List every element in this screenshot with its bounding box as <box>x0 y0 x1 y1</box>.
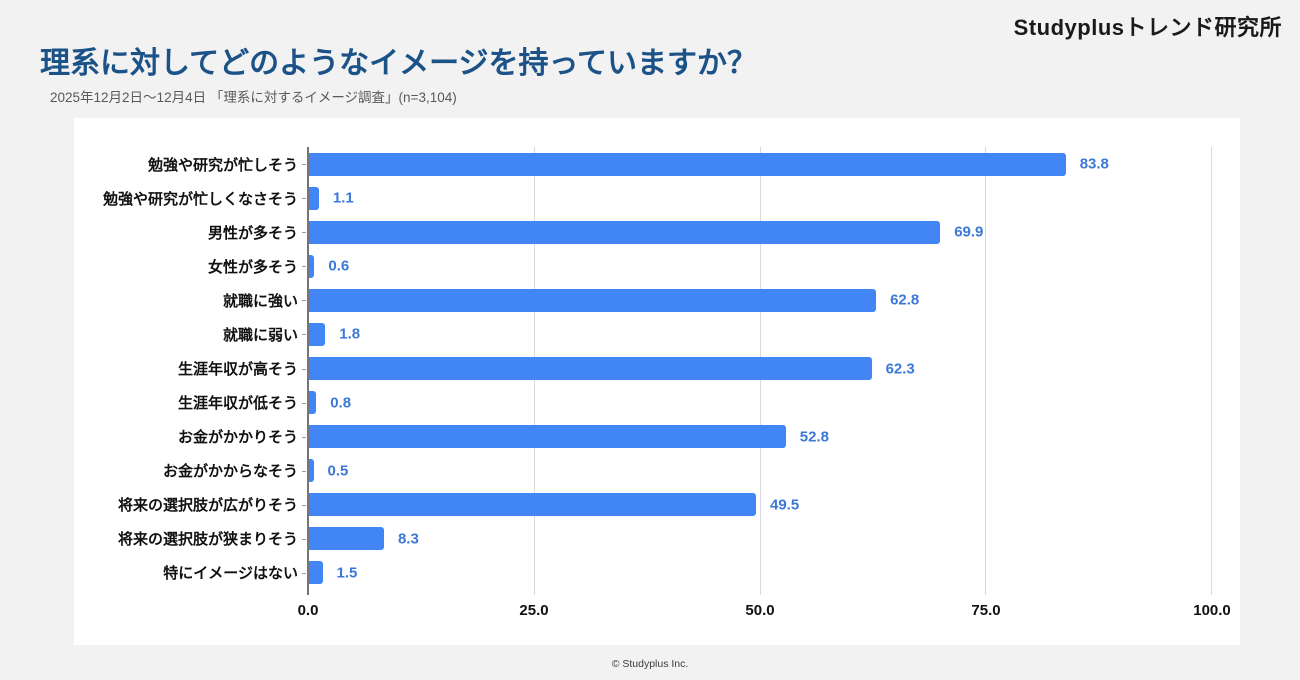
value-label: 0.5 <box>327 462 349 480</box>
chart-row: 男性が多そう 69.9 <box>74 215 1240 249</box>
x-axis-label: 100.0 <box>1193 602 1231 619</box>
value-label: 69.9 <box>954 223 984 241</box>
category-label: 男性が多そう <box>207 224 298 242</box>
page-title: 理系に対してどのようなイメージを持っていますか？ <box>40 47 757 80</box>
category-label: 女性が多そう <box>207 258 298 276</box>
y-tick <box>302 538 306 540</box>
y-tick <box>302 164 306 166</box>
bar <box>309 425 786 449</box>
value-label: 62.3 <box>885 360 915 377</box>
y-tick <box>302 504 306 506</box>
chart-row: 特にイメージはない 1.5 <box>74 556 1240 590</box>
value-label: 1.1 <box>332 189 354 207</box>
chart-row: 生涯年収が高そう 62.3 <box>74 351 1240 385</box>
bar-track: 8.3 <box>309 527 1212 551</box>
chart-row: 将来の選択肢が広がりそう 49.5 <box>74 488 1240 522</box>
gridline <box>985 147 987 595</box>
bar-rows: 勉強や研究が忙しそう 83.8 勉強や研究が忙しくなさそう 1.1 男性が多そう 69.9… <box>74 147 1240 590</box>
value-label: 1.5 <box>336 564 358 582</box>
value-label: 0.8 <box>330 394 352 412</box>
bar <box>309 220 941 244</box>
category-label: 就職に強い <box>222 292 298 310</box>
bar-track: 1.8 <box>309 322 1212 346</box>
value-label: 62.8 <box>890 291 920 309</box>
bar-track: 0.5 <box>309 459 1212 483</box>
chart-row: 将来の選択肢が狭まりそう 8.3 <box>74 522 1240 556</box>
category-label: 特にイメージはない <box>163 565 298 583</box>
category-label: 将来の選択肢が広がりそう <box>117 497 298 515</box>
bar-track: 1.5 <box>309 561 1212 585</box>
category-label: 生涯年収が高そう <box>177 361 298 378</box>
x-axis-label: 50.0 <box>745 602 775 619</box>
bar-track: 69.9 <box>309 220 1212 244</box>
bar-track: 62.3 <box>309 357 1212 380</box>
y-tick <box>302 334 306 336</box>
bar-track: 52.8 <box>309 425 1212 449</box>
value-label: 49.5 <box>769 496 800 514</box>
bar-track: 83.8 <box>309 152 1212 176</box>
bar-track: 0.6 <box>309 254 1212 278</box>
category-label: 就職に弱い <box>222 326 298 344</box>
category-label: 勉強や研究が忙しくなさそう <box>102 190 298 208</box>
y-tick <box>302 402 306 404</box>
bar <box>309 561 323 585</box>
gridline <box>1211 147 1212 595</box>
chart-card: 勉強や研究が忙しそう 83.8 勉強や研究が忙しくなさそう 1.1 男性が多そう 69.9… <box>74 118 1240 645</box>
value-label: 0.6 <box>328 257 350 275</box>
bar <box>309 322 326 346</box>
category-label: 将来の選択肢が狭まりそう <box>117 531 298 549</box>
category-label: 生涯年収が低そう <box>177 395 298 413</box>
bar <box>309 152 1066 176</box>
value-label: 8.3 <box>397 530 419 548</box>
survey-subtitle: 2025年12月2日～12月4日 「理系に対するイメージ調査」(n=3,104) <box>50 90 457 105</box>
chart-row: お金がかからなそう 0.5 <box>74 454 1240 488</box>
copyright-footer: © Studyplus Inc. <box>611 658 689 670</box>
chart-row: 女性が多そう 0.6 <box>74 249 1240 283</box>
bar <box>309 357 872 380</box>
value-label: 52.8 <box>799 428 829 446</box>
chart-row: 勉強や研究が忙しくなさそう 1.1 <box>74 181 1240 215</box>
y-tick <box>302 470 306 472</box>
category-label: お金がかかりそう <box>177 429 298 447</box>
y-tick <box>302 572 306 574</box>
chart-row: 就職に強い 62.8 <box>74 283 1240 317</box>
bar <box>309 459 314 483</box>
value-label: 1.8 <box>339 325 361 343</box>
bar <box>309 254 315 278</box>
y-tick <box>302 300 306 302</box>
y-tick <box>302 232 306 234</box>
value-label: 83.8 <box>1079 155 1109 173</box>
chart-row: お金がかかりそう 52.8 <box>74 420 1240 454</box>
y-axis-line <box>307 147 309 595</box>
y-tick <box>302 436 306 438</box>
chart-row: 生涯年収が低そう 0.8 <box>74 386 1240 420</box>
x-axis-label: 0.0 <box>297 602 319 619</box>
bar <box>309 493 756 517</box>
x-axis-label: 25.0 <box>519 602 549 619</box>
y-tick <box>302 198 306 200</box>
category-label: お金がかからなそう <box>162 463 298 481</box>
x-axis-label: 75.0 <box>971 602 1001 619</box>
y-tick <box>302 266 306 268</box>
chart-row: 就職に弱い 1.8 <box>74 317 1240 351</box>
category-label: 勉強や研究が忙しそう <box>147 156 298 174</box>
y-tick <box>302 368 306 370</box>
x-axis-labels: 0.0 25.0 50.0 75.0 100.0 <box>298 602 1231 622</box>
bar <box>309 186 319 210</box>
bar <box>309 391 317 415</box>
bar-track: 62.8 <box>309 288 1212 312</box>
bar <box>309 527 384 551</box>
bar <box>309 288 877 312</box>
bar-track: 1.1 <box>309 186 1212 210</box>
chart-row: 勉強や研究が忙しそう 83.8 <box>74 147 1240 181</box>
studyplus-logo: Studyplusトレンド研究所 <box>1013 15 1282 40</box>
bar-track: 49.5 <box>309 493 1212 517</box>
bar-track: 0.8 <box>309 391 1212 415</box>
